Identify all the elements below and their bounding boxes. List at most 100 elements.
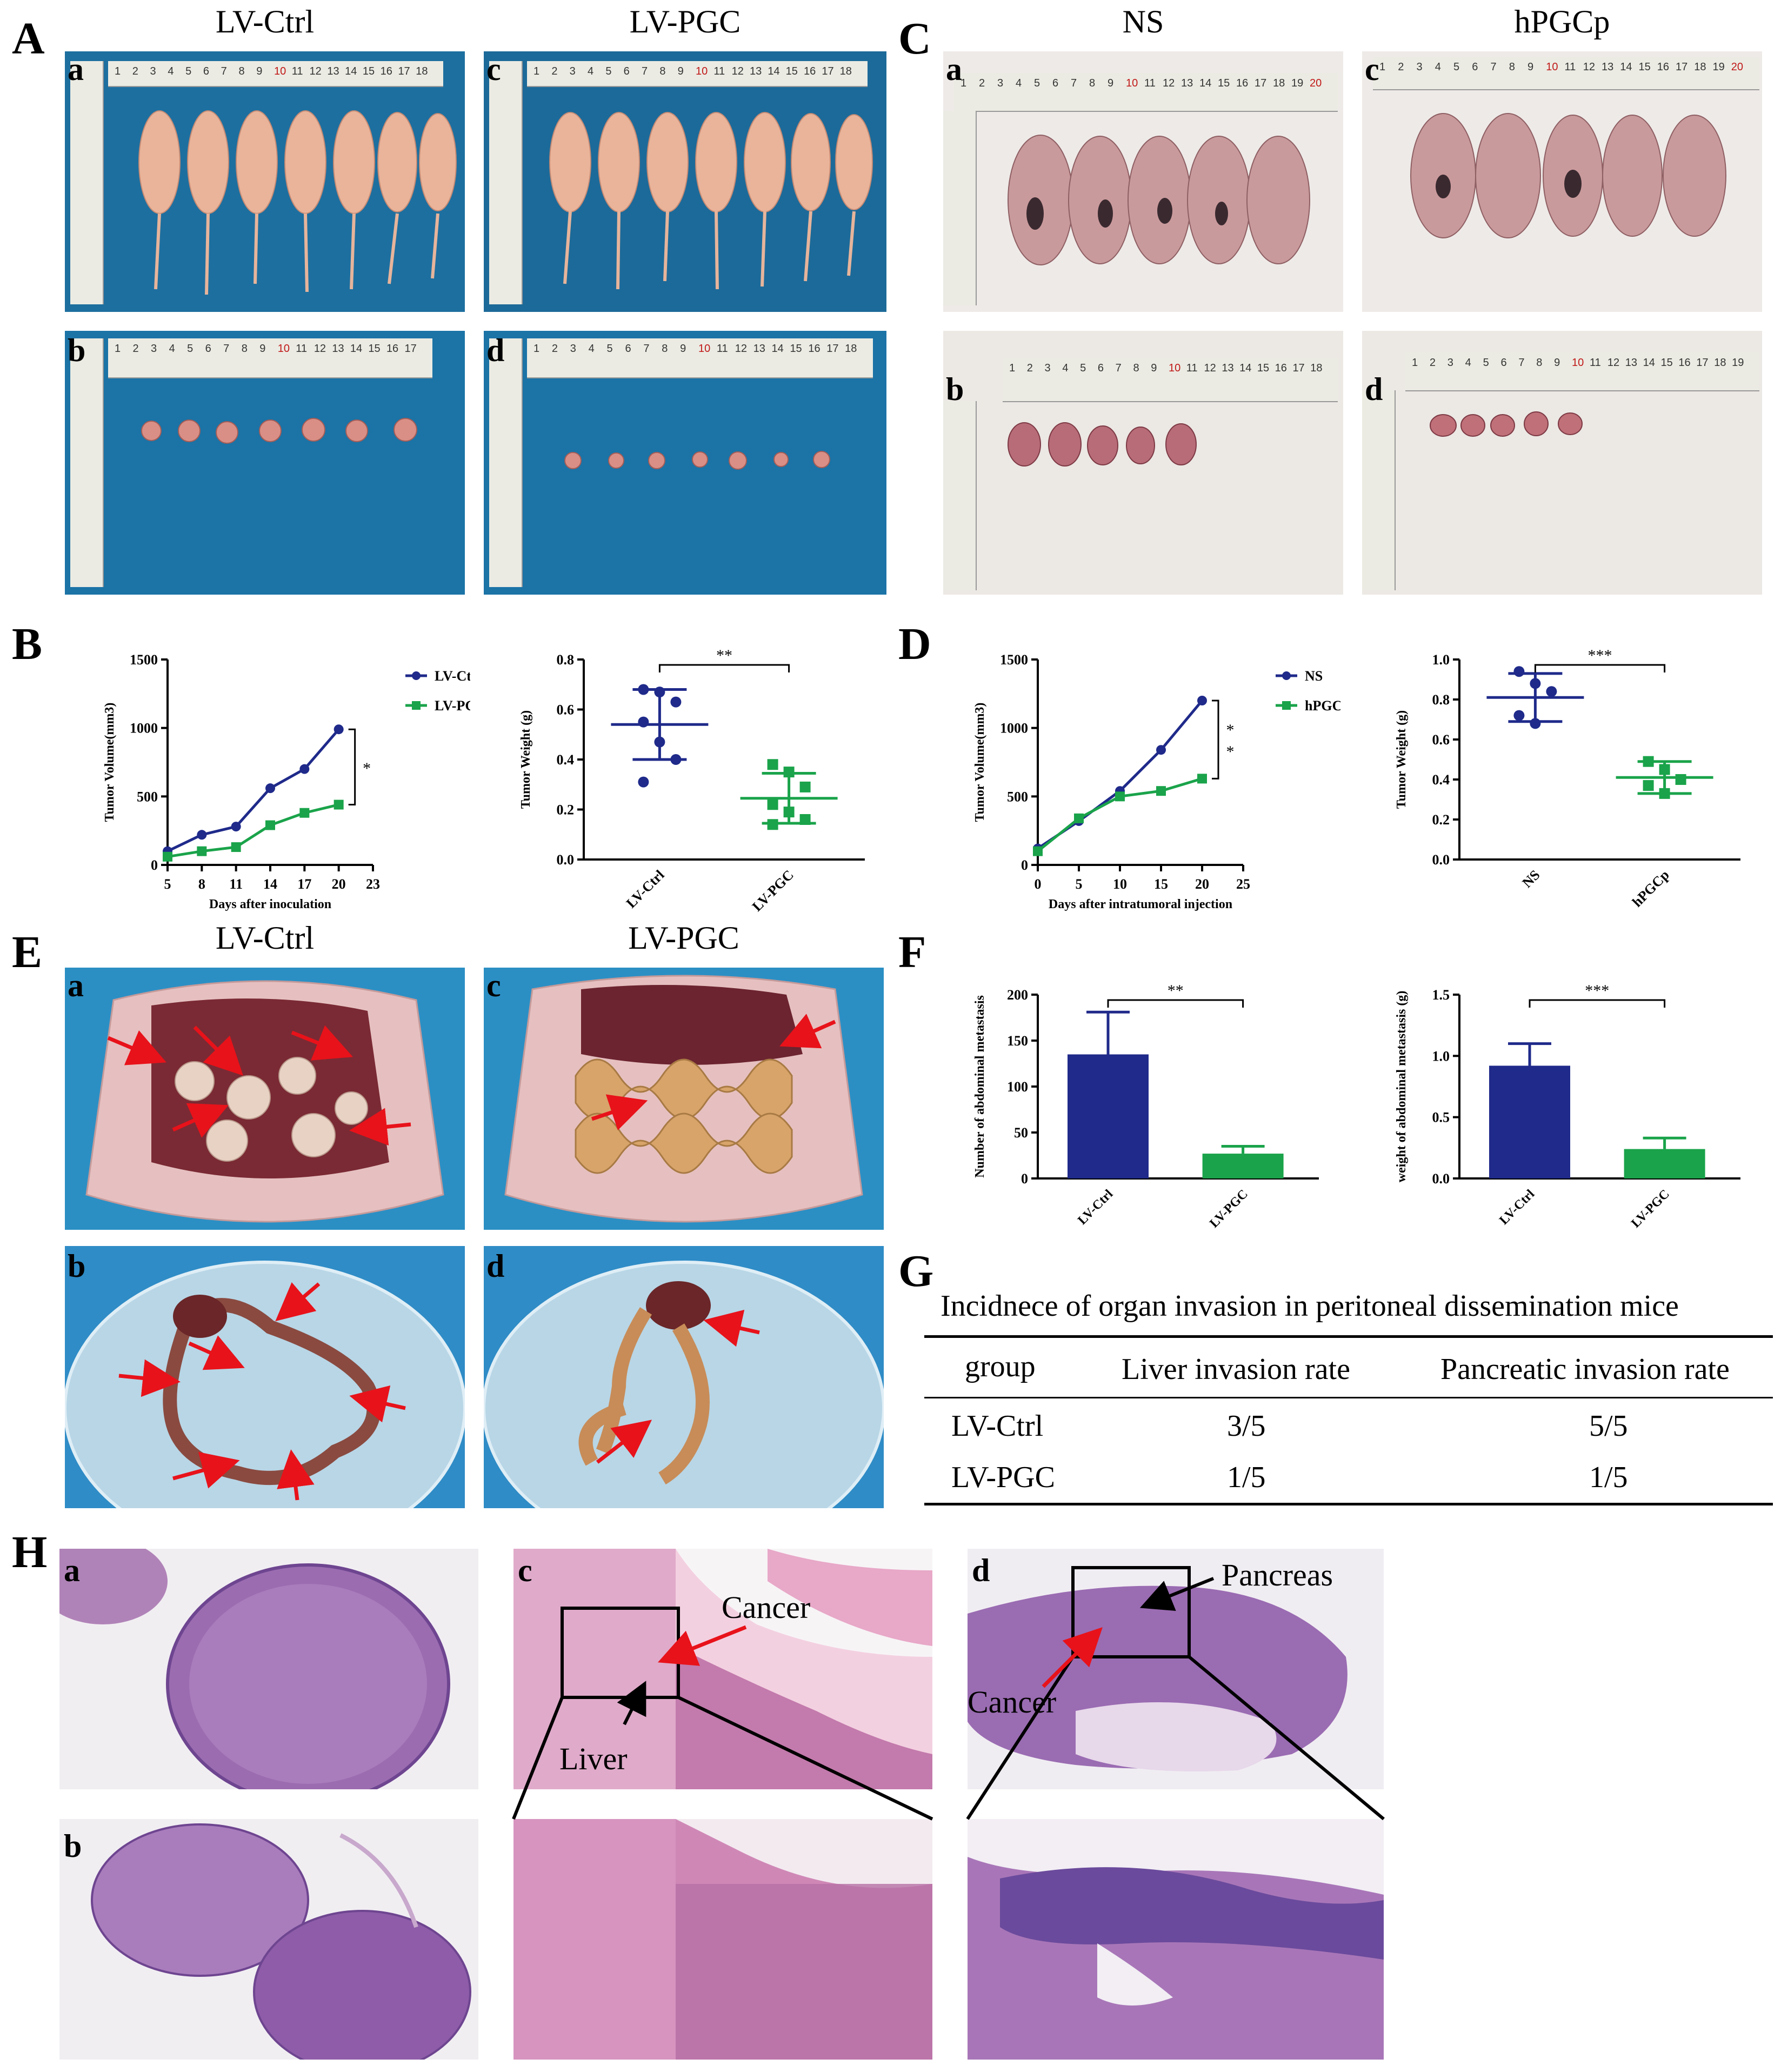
ruler-tick-label: 12 (735, 343, 748, 355)
data-point (767, 819, 778, 830)
y-tick-label: 0.0 (557, 852, 575, 868)
data-point (265, 820, 275, 830)
ruler-tick-label: 16 (1678, 357, 1691, 369)
ruler-tick-label: 9 (256, 65, 263, 77)
data-point (1115, 791, 1125, 802)
ruler-tick-label: 1 (115, 65, 121, 77)
data-point (1156, 745, 1166, 755)
data-point (1074, 813, 1084, 823)
data-point (163, 851, 172, 862)
ruler-tick-label: 3 (1044, 362, 1051, 374)
red-arrows (107, 1025, 411, 1146)
ruler-tick-label: 10 (1126, 77, 1138, 89)
ruler-tick-label: 8 (1536, 357, 1543, 369)
y-tick-label: 0.4 (557, 752, 575, 768)
x-category-label: LV-Ctrl (623, 867, 668, 911)
y-tick-label: 0 (1021, 857, 1028, 873)
legend-marker (1282, 701, 1291, 710)
ruler-tick-label: 10 (1546, 61, 1558, 73)
data-point (1546, 686, 1557, 697)
sub-letter-A-b: b (68, 332, 86, 368)
y-tick-label: 500 (137, 789, 158, 804)
ruler-tick-label: 12 (309, 65, 322, 77)
ruler-tick-label: 7 (643, 343, 650, 355)
ruler-vertical (1362, 390, 1396, 590)
y-tick-label: 0.5 (1432, 1110, 1450, 1125)
ruler-tick-label: 17 (398, 65, 410, 77)
data-point (1643, 756, 1654, 767)
ruler-tick-label: 13 (1222, 362, 1234, 374)
chart-D-tumor-weight: 0.0 0.2 0.4 0.6 0.8 1.0 Tumor Weight (g) NS hPGC… (1395, 647, 1740, 910)
ruler-tick-label: 3 (1447, 357, 1453, 369)
data-point (1643, 780, 1654, 791)
x-axis-label: Days after intratumoral injection (1049, 897, 1232, 911)
ruler-tick-label: 4 (1465, 357, 1471, 369)
ruler-tick-label: 8 (662, 343, 668, 355)
ruler-tick-label: 7 (221, 65, 227, 77)
data-point (333, 724, 344, 735)
significance-label: *** (1585, 982, 1609, 1000)
ruler-tick-label: 2 (1398, 61, 1404, 73)
bar-LV-PGC (1202, 1154, 1284, 1178)
panel-letter-E: E (12, 927, 43, 977)
panel-E-title-pgc: LV-PGC (628, 920, 739, 956)
ruler-tick-label: 14 (345, 65, 357, 77)
y-tick-label: 0.2 (557, 802, 575, 818)
ruler-tick-label: 15 (1660, 357, 1673, 369)
sub-letter-E-c: c (486, 968, 501, 1003)
data-point (767, 799, 778, 810)
y-axis-label: Tumor Weight (g) (1395, 710, 1409, 809)
ruler-tick-label: 6 (625, 343, 631, 355)
ruler-tick-label: 12 (731, 65, 744, 77)
y-tick-label: 0 (1021, 1171, 1028, 1187)
data-point (231, 842, 241, 852)
ruler-tick-label: 4 (1062, 362, 1069, 374)
label-cancer-c: Cancer (722, 1590, 811, 1625)
table-cell-liver-2: 1/5 (1227, 1461, 1266, 1494)
ruler-tick-label: 13 (332, 343, 344, 355)
ruler-tick-label: 18 (1310, 362, 1323, 374)
legend-label: LV-PGC (435, 698, 470, 714)
panel-letter-H: H (12, 1527, 48, 1577)
histology-H-c-zoom (513, 1819, 932, 2060)
x-category-label: LV-PGC (1207, 1187, 1251, 1231)
x-tick-label: 25 (1236, 876, 1250, 892)
ruler-tick-label: 1 (533, 343, 540, 355)
ruler-horizontal: 1 2 3 4 5 6 7 8 9 10 11 12 13 14 15 16 17 18 (527, 61, 868, 87)
data-point (654, 736, 665, 748)
ruler-tick-label: 15 (790, 343, 802, 355)
chart-D-tumor-volume: 0 500 1000 1500 Tumor Volume(mm3) 0 5 10 15 20 25 D… (973, 652, 1340, 911)
ruler-tick-label: 7 (1490, 61, 1497, 73)
panel-letter-A: A (12, 14, 45, 64)
ruler-tick-label: 2 (1026, 362, 1033, 374)
significance-label: * (1226, 721, 1235, 739)
y-axis-label: Number of abdominal metastasis (973, 995, 987, 1178)
ruler-tick-label: 1 (1379, 61, 1386, 73)
legend-label: hPGCp (1305, 698, 1340, 714)
sub-letter-E-b: b (68, 1248, 86, 1284)
photo-A-b-tumors-ctrl: 1 2 3 4 5 6 7 8 9 10 11 12 13 14 15 16 17 (65, 331, 465, 595)
ruler-tick-label: 16 (804, 65, 816, 77)
sub-letter-C-c: c (1365, 51, 1379, 87)
ruler-tick-label: 6 (203, 65, 209, 77)
significance-label: ** (1168, 982, 1184, 1000)
ruler-tick-label: 18 (839, 65, 852, 77)
ruler-tick-label: 12 (1583, 61, 1595, 73)
y-tick-label: 1.0 (1432, 652, 1450, 668)
data-point (799, 814, 811, 825)
ruler-tick-label: 12 (1163, 77, 1175, 89)
y-axis-label: Tumor Volume(mm3) (103, 703, 117, 822)
legend-label: NS (1305, 668, 1323, 684)
ruler-tick-label: 1 (960, 77, 967, 89)
data-point (1659, 788, 1670, 799)
data-point (799, 781, 811, 792)
ruler-tick-label: 5 (185, 65, 192, 77)
series-line-NS (1037, 699, 1203, 850)
ruler-tick-label: 14 (1620, 61, 1632, 73)
ruler-tick-label: 2 (979, 77, 985, 89)
y-tick-label: 0.6 (557, 702, 575, 718)
data-point (333, 800, 344, 810)
y-tick-label: 1500 (1000, 652, 1028, 668)
x-tick-label: 15 (1154, 876, 1168, 892)
